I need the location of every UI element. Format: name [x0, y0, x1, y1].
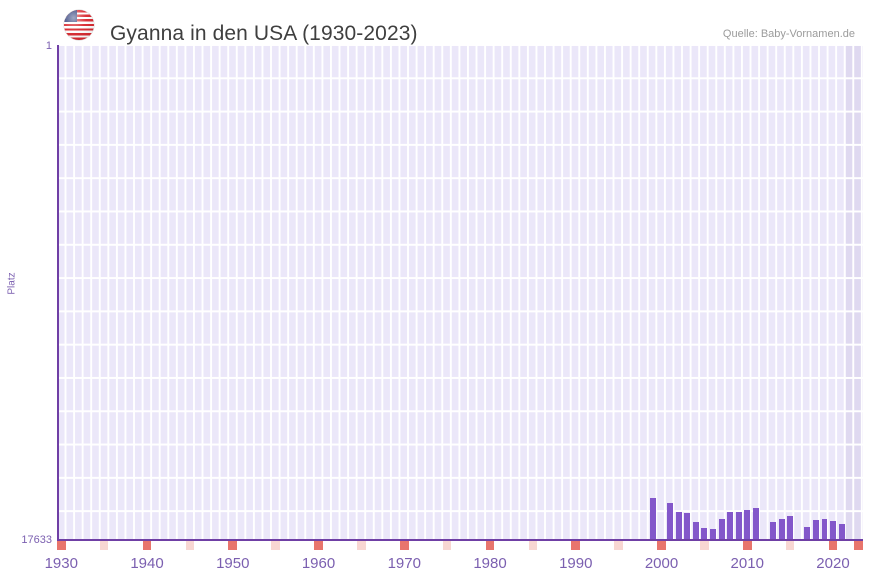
x-axis-label-1980: 1980 — [473, 555, 507, 572]
x-tick-major-1970 — [399, 541, 409, 550]
y-axis-line — [57, 45, 59, 541]
bar-2017[interactable] — [804, 527, 811, 541]
bar-1999[interactable] — [650, 498, 656, 541]
x-axis-label-2000: 2000 — [644, 555, 679, 572]
bar-2020[interactable] — [830, 521, 837, 541]
x-axis-label-1960: 1960 — [301, 555, 336, 572]
x-axis-label-1970: 1970 — [387, 555, 421, 572]
x-tick-minor-1935 — [99, 541, 109, 550]
chart-header: Gyanna in den USA (1930-2023) Quelle: Ba… — [0, 0, 873, 45]
x-axis-label-1990: 1990 — [559, 555, 593, 572]
x-axis-label-2010: 2010 — [730, 555, 764, 572]
bar-2013[interactable] — [770, 522, 777, 541]
flag-gloss — [64, 10, 94, 40]
x-tick-minor-1995 — [614, 541, 623, 550]
bar-2014[interactable] — [778, 519, 785, 541]
x-tick-minor-1985 — [528, 541, 538, 550]
x-tick-major-1990 — [571, 541, 581, 550]
bar-2009[interactable] — [735, 512, 742, 541]
bar-2008[interactable] — [727, 512, 734, 541]
x-tick-major-2020 — [828, 541, 838, 550]
page-title: Gyanna in den USA (1930-2023) — [110, 22, 418, 46]
bar-2002[interactable] — [675, 512, 682, 541]
bar-2006[interactable] — [710, 529, 717, 541]
x-axis-label-2020: 2020 — [816, 555, 850, 572]
y-axis-tick-top: 1 — [45, 40, 52, 52]
x-tick-minor-1975 — [442, 541, 452, 550]
bar-2015[interactable] — [787, 516, 794, 541]
bar-2007[interactable] — [718, 519, 725, 541]
bar-2018[interactable] — [812, 520, 819, 541]
bar-2019[interactable] — [821, 519, 828, 541]
bar-2011[interactable] — [752, 508, 759, 541]
x-tick-major-1960 — [314, 541, 323, 550]
x-axis-label-1930: 1930 — [44, 555, 78, 572]
chart-plot-area — [57, 45, 863, 541]
bar-2005[interactable] — [701, 528, 708, 541]
x-tick-minor-2015 — [785, 541, 795, 550]
source-attribution: Quelle: Baby-Vornamen.de — [722, 28, 855, 40]
us-flag-icon — [64, 10, 94, 40]
y-axis-title: Platz — [6, 272, 18, 295]
bar-2003[interactable] — [684, 513, 691, 541]
x-axis-line — [57, 539, 863, 541]
plot-grid-lines — [57, 45, 863, 541]
x-axis-label-1940: 1940 — [130, 555, 164, 572]
x-tick-major-1940 — [142, 541, 152, 550]
x-tick-minor-1945 — [185, 541, 195, 550]
y-axis-tick-bottom: 17633 — [21, 534, 52, 546]
bar-2021[interactable] — [838, 524, 845, 541]
x-tick-minor-1965 — [357, 541, 366, 550]
x-tick-major-2000 — [657, 541, 666, 550]
bar-series — [57, 45, 863, 541]
x-tick-minor-2005 — [700, 541, 709, 550]
x-tick-minor-1955 — [271, 541, 280, 550]
x-axis-ticks: 1930 1940 1950 1960 1970 1980 1990 2000 2010 2020 — [45, 541, 863, 587]
x-tick-major-1930 — [57, 541, 66, 550]
bar-2010[interactable] — [744, 510, 751, 541]
x-tick-major-1950 — [228, 541, 238, 550]
x-tick-major-2023 — [854, 541, 863, 550]
bar-2004[interactable] — [692, 522, 699, 541]
x-tick-major-2010 — [742, 541, 752, 550]
bar-2001[interactable] — [667, 503, 674, 541]
x-tick-major-1980 — [485, 541, 495, 550]
x-axis-label-1950: 1950 — [216, 555, 250, 572]
